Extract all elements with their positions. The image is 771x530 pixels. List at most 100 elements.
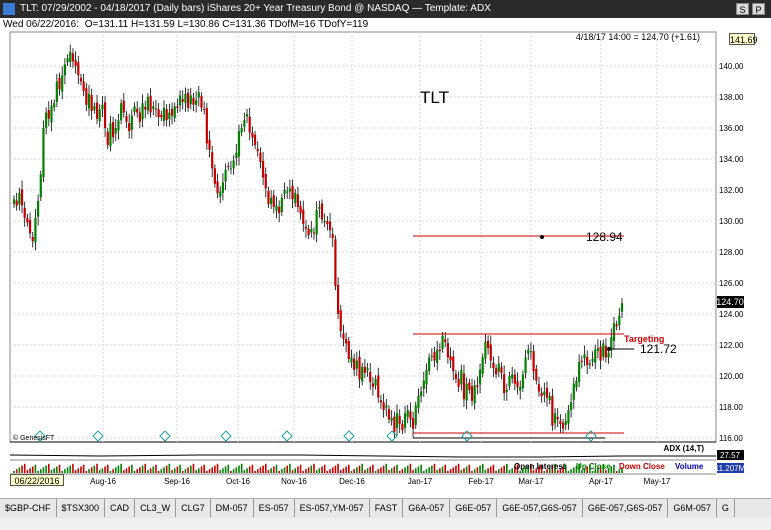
candle [136,101,139,118]
volume-bar [50,470,53,473]
candle [283,182,286,200]
tab-g6e-g6s-g6s[interactable]: G6E-057,G6S-057 [583,499,669,517]
volume-bar [334,465,337,473]
tab-cl3-w[interactable]: CL3_W [135,499,177,517]
x-tick-label: Oct-16 [226,477,251,486]
candle [366,363,369,377]
tab-g6e-g6s[interactable]: G6E-057,G6S-057 [497,499,583,517]
candle [559,414,562,433]
candle [441,331,444,353]
volume-bar [69,465,72,473]
volume-bar [61,471,64,473]
candle [162,100,166,126]
candle [114,119,117,142]
volume-bar [444,464,447,473]
volume-bar [256,469,259,473]
candle [264,167,267,198]
volume-bar [238,465,240,473]
candle [192,92,195,112]
symbol-label: TLT [420,88,449,107]
volume-bar [503,465,505,473]
tab-g6m[interactable]: G6M-057 [668,499,717,517]
volume-bar [449,469,452,473]
candle [414,401,417,429]
volume-bar [607,468,610,473]
p-button[interactable]: P [752,3,765,15]
volume-bar [428,467,430,473]
volume-bar [447,471,449,473]
candle [296,186,300,213]
tab-es-ym[interactable]: ES-057,YM-057 [295,499,370,517]
tab-cad[interactable]: CAD [105,499,136,517]
candle [495,364,498,379]
candle [45,107,48,135]
candle [101,95,104,117]
tab-es-057[interactable]: ES-057 [254,499,295,517]
candle [403,405,407,433]
candle [433,347,436,367]
candle [358,350,361,388]
volume-bar [406,465,409,473]
candle [409,402,412,427]
volume-bar [556,470,559,473]
tab-gbp-chf[interactable]: $GBP-CHF [0,499,57,517]
candle [537,376,541,397]
volume-bar [329,469,331,473]
tab-g[interactable]: G [717,499,735,517]
candle [390,410,393,426]
candle [339,305,342,338]
signal-diamond [34,430,46,442]
volume-bar [618,469,621,473]
candle [604,338,608,363]
tab-fast[interactable]: FAST [370,499,404,517]
candle [398,409,401,433]
candle [369,363,372,390]
y-tick-label: 124.00 [719,310,744,319]
s-button[interactable]: S [736,3,749,15]
volume-bar [621,467,623,473]
volume-bar [123,470,125,473]
volume-bar [468,464,471,473]
volume-bar [281,469,283,473]
price-chart[interactable]: 140.00 138.00 136.00 134.00 132.00 130.00 128.… [0,0,771,500]
candle [288,179,291,200]
candle [213,164,216,188]
level-marker-upper [540,235,544,239]
tab-g6a[interactable]: G6A-057 [403,499,451,517]
volume-bar [535,468,538,473]
volume-bar [214,465,216,473]
volume-bar [578,463,580,473]
volume-bar [149,468,152,473]
candle [570,393,573,418]
y-tick-label: 132.00 [719,186,744,195]
candle [168,103,171,127]
y-tick-label: 128.00 [719,248,744,257]
candle [452,350,455,381]
volume-bar [599,465,602,473]
candle [379,395,383,409]
tab-g6e[interactable]: G6E-057 [450,499,498,517]
targeting-label: Targeting [624,334,664,344]
volume-bar [337,463,339,473]
volume-bar [106,464,109,473]
volume-bar [441,466,444,473]
copyright-label: © GenesisFT [13,434,55,442]
candle [387,405,391,424]
tab-dm-057[interactable]: DM-057 [211,499,254,517]
volume-bar [98,470,101,473]
candle [615,320,618,331]
tab-tsx300[interactable]: $TSX300 [57,499,106,517]
volume-bar [243,470,246,473]
horizontal-scrollbar[interactable] [0,518,771,530]
candle [197,85,200,107]
volume-bar [514,466,516,473]
volume-bar [101,468,104,473]
candle [527,344,530,361]
volume-bar [267,470,270,473]
volume-bar [506,463,508,473]
candle [564,413,567,431]
tab-clg7[interactable]: CLG7 [176,499,211,517]
volume-bar [208,469,211,473]
volume-bar [374,471,377,473]
candle [149,88,152,118]
